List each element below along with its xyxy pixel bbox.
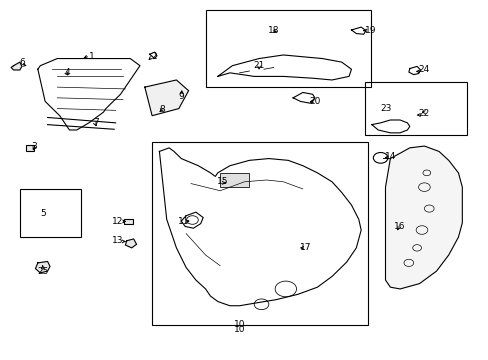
Text: 2: 2 (151, 52, 157, 61)
Text: 21: 21 (253, 61, 264, 70)
Text: 4: 4 (64, 68, 70, 77)
Text: 20: 20 (309, 97, 320, 106)
Text: 18: 18 (267, 26, 279, 35)
Text: 24: 24 (418, 66, 429, 75)
Bar (365, 82, 466, 135)
Text: 6: 6 (19, 58, 24, 67)
Text: 13: 13 (112, 236, 123, 245)
Text: 9: 9 (178, 91, 184, 100)
Text: 10: 10 (233, 325, 245, 334)
Polygon shape (11, 62, 22, 70)
Text: 15: 15 (216, 177, 228, 186)
Text: 22: 22 (418, 109, 429, 118)
Polygon shape (35, 261, 50, 273)
Bar (20, 189, 81, 237)
Text: 12: 12 (112, 217, 123, 226)
Text: 19: 19 (365, 26, 376, 35)
Bar (205, 10, 370, 87)
Polygon shape (144, 80, 188, 116)
Bar (220, 173, 249, 187)
Text: 3: 3 (32, 141, 37, 150)
Text: 10: 10 (233, 320, 245, 329)
Bar (123, 219, 132, 224)
Text: 14: 14 (384, 152, 395, 161)
Bar (152, 143, 368, 325)
Bar (26, 145, 34, 151)
Text: 7: 7 (93, 118, 99, 127)
Polygon shape (385, 146, 461, 289)
Text: 17: 17 (299, 243, 310, 252)
Polygon shape (125, 239, 136, 248)
Text: 5: 5 (40, 210, 45, 219)
Text: 16: 16 (393, 222, 405, 231)
Text: 11: 11 (178, 217, 189, 226)
Text: 8: 8 (159, 105, 164, 114)
Text: 1: 1 (88, 52, 94, 61)
Text: 25: 25 (37, 267, 48, 276)
Text: 23: 23 (380, 104, 391, 113)
